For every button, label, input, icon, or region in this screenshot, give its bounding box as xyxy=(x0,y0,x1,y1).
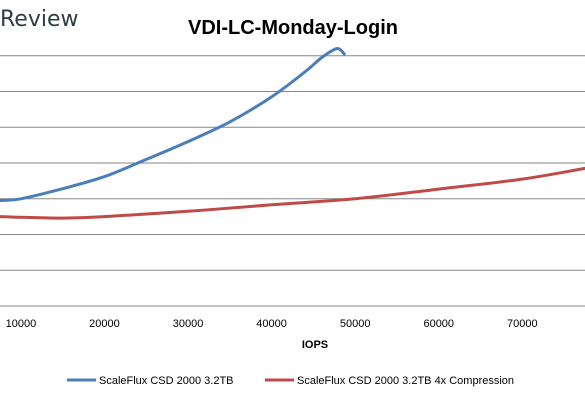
x-tick-label: 10000 xyxy=(6,318,37,330)
brand-logo-text: Review xyxy=(0,7,79,32)
chart-title: VDI-LC-Monday-Login xyxy=(188,17,398,39)
x-tick-labels: 10000 20000 30000 40000 50000 60000 70000 xyxy=(6,318,538,330)
series-line-1 xyxy=(0,47,346,202)
x-tick-label: 40000 xyxy=(256,318,287,330)
series-line-2 xyxy=(0,166,585,220)
gridlines xyxy=(0,55,585,271)
x-axis-label: IOPS xyxy=(302,339,328,351)
x-tick-label: 20000 xyxy=(89,318,120,330)
series-lines xyxy=(0,47,585,220)
x-tick-label: 70000 xyxy=(507,318,538,330)
legend-label-series-2: ScaleFlux CSD 2000 3.2TB 4x Compression xyxy=(297,375,514,387)
x-tick-label: 60000 xyxy=(423,318,454,330)
legend: ScaleFlux CSD 2000 3.2TB ScaleFlux CSD 2… xyxy=(67,375,514,387)
x-tick-label: 50000 xyxy=(340,318,371,330)
legend-label-series-1: ScaleFlux CSD 2000 3.2TB xyxy=(99,375,234,387)
x-tick-label: 30000 xyxy=(173,318,204,330)
